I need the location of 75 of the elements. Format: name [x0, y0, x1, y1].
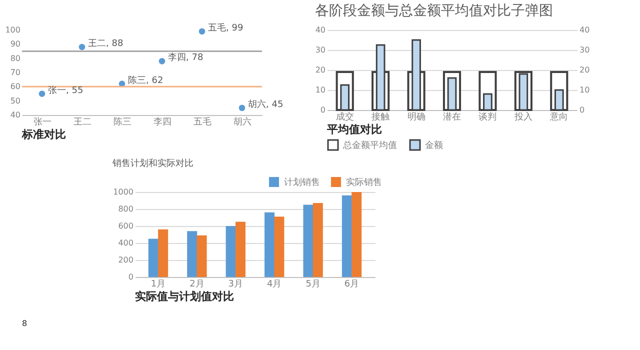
y-tick-label: 20 [315, 66, 326, 74]
y2-tick-label: 30 [580, 46, 590, 54]
point [78, 44, 86, 50]
bar [226, 226, 236, 277]
x-tick-label: 明确 [407, 112, 426, 122]
text: 实际值与计划值对比 [135, 290, 234, 303]
x-tick-label: 张一 [34, 116, 52, 128]
chart-title: 销售计划和实际对比 [112, 158, 194, 169]
y-tick-label: 60 [10, 82, 20, 92]
x-tick-label: 4月 [266, 280, 282, 290]
point [198, 28, 206, 35]
x-tick-label: 6月 [344, 280, 360, 290]
x-tick-label: 3月 [228, 280, 244, 290]
bar [352, 192, 362, 277]
y-tick-label: 400 [118, 238, 134, 248]
data-label: 陈三, 62 [128, 74, 164, 86]
x-tick-label: 王二 [74, 118, 92, 128]
bar [303, 204, 314, 277]
text: 标准对比 [21, 128, 66, 141]
x-tick-label: 五毛 [194, 116, 212, 128]
y-tick-label: 50 [10, 96, 20, 106]
y-tick-label: 1000 [113, 188, 134, 196]
y-tick-label: 600 [118, 222, 134, 230]
bar [274, 216, 284, 277]
bar [235, 222, 246, 277]
y-tick-label: 800 [118, 204, 134, 214]
bar [158, 229, 168, 277]
bar [196, 235, 207, 277]
x-tick-label: 2月 [190, 280, 204, 290]
point [158, 58, 166, 64]
data-label: 王二, 88 [88, 39, 124, 49]
text: 8 [22, 319, 28, 328]
y-tick-label: 80 [10, 54, 20, 63]
x-tick-label: 谈判 [478, 112, 497, 122]
x-tick-label: 接触 [372, 112, 390, 122]
data-label: 五毛, 99 [208, 22, 244, 34]
y-tick-label: 100 [5, 26, 20, 34]
point [238, 104, 246, 112]
y-tick-label: 10 [315, 86, 326, 94]
data-label: 李四, 78 [168, 52, 204, 64]
x-tick-label: 李四 [154, 116, 172, 128]
y-tick-label: 70 [10, 68, 20, 77]
y-tick-label: 0 [320, 106, 326, 114]
x-tick-label: 陈三 [114, 116, 132, 128]
y-tick-label: 40 [10, 110, 20, 120]
y-tick-label: 40 [315, 26, 326, 34]
legend-label: 总金额平均值 [342, 140, 397, 151]
x-tick-label: 投入 [513, 112, 532, 122]
y2-tick-label: 40 [580, 26, 590, 34]
x-tick-label: 成交 [336, 112, 354, 122]
x-tick-label: 意向 [549, 112, 568, 122]
text: 平均值对比 [326, 123, 382, 136]
x-tick-label: 5月 [306, 280, 320, 290]
data-label: 张一, 55 [48, 84, 84, 96]
y-tick-label: 30 [315, 46, 326, 54]
legend-label: 实际销售 [346, 177, 382, 188]
x-tick-label: 胡六 [234, 116, 252, 128]
y-tick-label: 0 [128, 272, 134, 282]
y-tick-label: 200 [118, 256, 134, 264]
y2-tick-label: 10 [580, 86, 590, 94]
data-label: 胡六, 45 [248, 98, 284, 110]
y2-tick-label: 20 [580, 66, 590, 74]
bar [187, 231, 198, 277]
chart-title: 各阶段金额与总金额平均值对比子弹图 [314, 3, 553, 19]
legend-label: 金额 [425, 140, 443, 151]
y2-tick-label: 0 [580, 106, 585, 114]
bar [148, 238, 158, 277]
bar [342, 195, 352, 277]
legend-label: 计划销售 [284, 177, 320, 188]
bar [312, 203, 323, 277]
x-tick-label: 1月 [150, 280, 166, 290]
x-tick-label: 潜在 [443, 112, 461, 122]
y-tick-label: 90 [10, 40, 20, 49]
bar [264, 212, 275, 277]
point [38, 90, 46, 97]
